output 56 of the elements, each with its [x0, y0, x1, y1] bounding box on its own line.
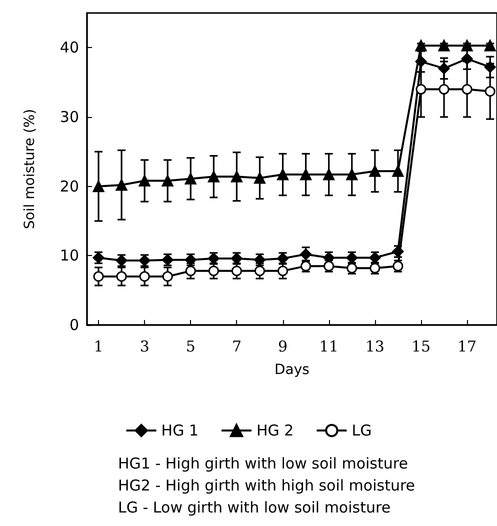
- x-tick-label: 17: [458, 338, 477, 356]
- point: [484, 86, 496, 97]
- legend-label: HG 2: [256, 422, 294, 440]
- legend-label: LG: [352, 422, 372, 440]
- x-tick-label: 7: [232, 338, 242, 356]
- point: [392, 165, 404, 177]
- x-tick-label: 11: [319, 338, 338, 356]
- point: [416, 84, 426, 95]
- point: [415, 56, 427, 68]
- point: [254, 172, 266, 184]
- x-tick-label: 15: [411, 338, 431, 356]
- x-tick-label: 3: [140, 338, 150, 356]
- point: [462, 84, 472, 95]
- text: LG - Low girth with low soil moisture: [118, 498, 391, 516]
- point: [93, 271, 104, 282]
- legend-label: HG 1: [161, 422, 199, 440]
- point: [138, 175, 150, 187]
- y-tick-label: 40: [60, 38, 79, 57]
- point: [484, 61, 496, 73]
- text: HG2 - High girth with high soil moisture: [118, 476, 416, 494]
- point: [438, 84, 450, 95]
- point: [139, 271, 150, 282]
- x-tick-label: 5: [186, 338, 196, 356]
- point: [116, 179, 128, 191]
- y-tick-label: 10: [60, 246, 79, 265]
- y-tick-label: 20: [60, 177, 79, 196]
- point: [438, 40, 450, 52]
- point: [415, 40, 427, 52]
- point: [278, 266, 288, 276]
- point: [277, 168, 289, 180]
- point: [300, 168, 312, 180]
- point: [231, 266, 242, 276]
- point: [208, 170, 220, 182]
- y-axis-title: Soil moisture (%): [22, 108, 38, 230]
- point: [184, 172, 196, 184]
- x-axis-title: Days: [274, 362, 310, 378]
- x-tick-label: 1: [94, 338, 104, 356]
- point: [162, 271, 173, 282]
- x-tick-label: 13: [365, 338, 384, 356]
- point: [162, 175, 174, 187]
- point: [92, 180, 104, 192]
- point: [116, 271, 127, 282]
- y-tick-label: 30: [60, 108, 79, 126]
- point: [254, 266, 266, 276]
- point: [230, 170, 242, 182]
- y-tick-label: 0: [69, 316, 79, 334]
- point: [185, 266, 196, 276]
- point: [208, 266, 219, 276]
- point: [346, 168, 358, 180]
- x-tick-label: 9: [278, 338, 288, 356]
- point: [461, 53, 473, 65]
- text: HG1 - High girth with low soil moisture: [118, 454, 408, 472]
- point: [484, 40, 496, 52]
- point: [323, 168, 335, 180]
- point: [461, 40, 473, 52]
- point: [369, 165, 381, 177]
